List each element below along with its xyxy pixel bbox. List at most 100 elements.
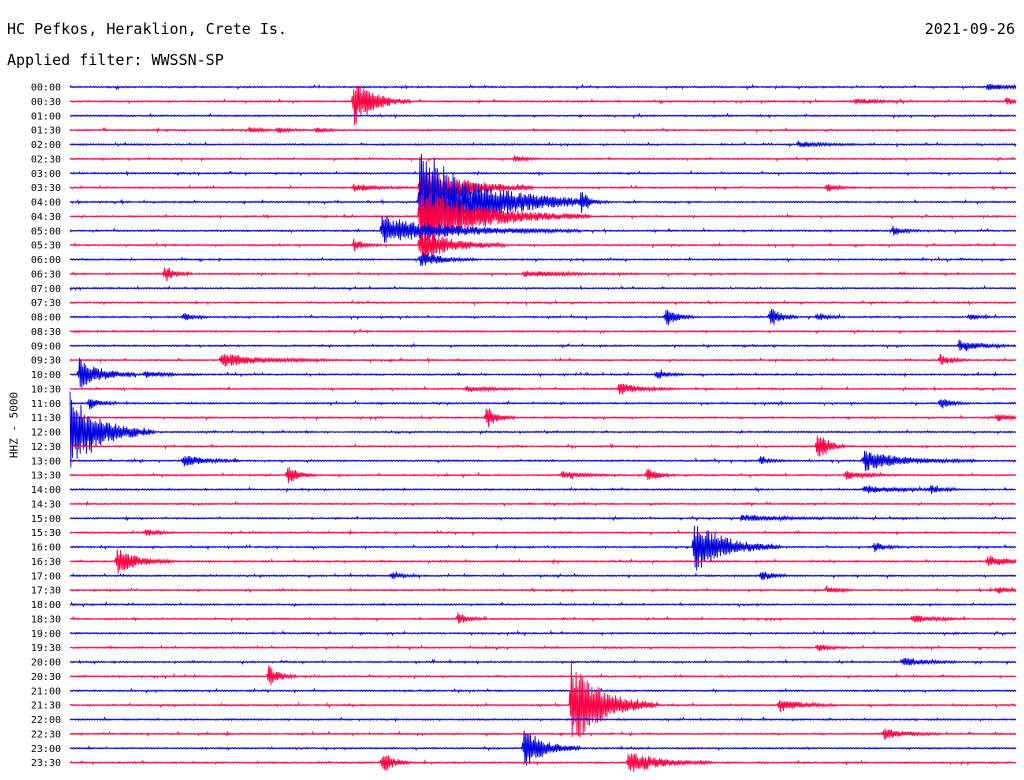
row-label-1630: 16:30	[31, 557, 61, 568]
trace-row-0930	[69, 354, 1017, 367]
trace-row-0230	[69, 155, 1017, 163]
row-label-2330: 23:30	[31, 758, 61, 769]
row-label-1400: 14:00	[31, 485, 61, 496]
trace-row-1500	[69, 514, 1017, 522]
row-label-0200: 02:00	[31, 140, 61, 151]
trace-row-2300	[69, 730, 1017, 766]
trace-row-0400	[69, 153, 1017, 249]
row-label-2000: 20:00	[31, 658, 61, 669]
trace-row-1130	[69, 408, 1017, 428]
traces-layer	[69, 83, 1017, 773]
date-label: 2021-09-26	[924, 20, 1015, 38]
row-label-0730: 07:30	[31, 298, 61, 309]
row-label-1230: 12:30	[31, 442, 61, 453]
trace-row-0330	[69, 167, 1017, 207]
row-label-1830: 18:30	[31, 614, 61, 625]
row-label-1800: 18:00	[31, 600, 61, 611]
trace-row-1830	[69, 612, 1017, 624]
row-label-0030: 00:30	[31, 97, 61, 108]
trace-row-0630	[69, 267, 1017, 282]
trace-row-2330	[69, 753, 1017, 773]
row-label-0600: 06:00	[31, 255, 61, 266]
row-label-2130: 21:30	[31, 701, 61, 712]
trace-row-0600	[69, 252, 1017, 267]
row-label-2100: 21:00	[31, 686, 61, 697]
row-label-0700: 07:00	[31, 284, 61, 295]
trace-row-1630	[69, 549, 1017, 574]
trace-row-0430	[69, 189, 1017, 241]
row-label-0100: 01:00	[31, 111, 61, 122]
trace-row-2130	[69, 660, 1017, 738]
row-label-2030: 20:30	[31, 672, 61, 683]
row-label-1900: 19:00	[31, 629, 61, 640]
row-label-1930: 19:30	[31, 643, 61, 654]
trace-row-2230	[69, 728, 1017, 740]
row-label-0330: 03:30	[31, 183, 61, 194]
trace-row-0800	[69, 308, 1017, 326]
trace-row-1900	[69, 629, 1017, 637]
trace-row-0300	[69, 170, 1017, 177]
trace-row-1300	[69, 450, 1017, 472]
row-labels-layer: 00:00 00:30 01:00 01:30 02:00 02:30 03:00 03:30…	[31, 83, 61, 770]
row-label-1030: 10:30	[31, 384, 61, 395]
row-label-1100: 11:00	[31, 399, 61, 410]
row-label-0000: 00:00	[31, 83, 61, 94]
trace-row-2000	[69, 657, 1017, 666]
trace-row-1930	[69, 644, 1017, 652]
trace-row-1700	[69, 571, 1017, 581]
row-label-0230: 02:30	[31, 154, 61, 165]
row-label-0300: 03:00	[31, 169, 61, 180]
row-label-0130: 01:30	[31, 126, 61, 137]
trace-row-0500	[69, 215, 1017, 243]
trace-row-1800	[69, 601, 1017, 608]
trace-row-1600	[69, 525, 1017, 571]
row-label-1730: 17:30	[31, 586, 61, 597]
trace-row-1000	[69, 357, 1017, 388]
row-label-0930: 09:30	[31, 356, 61, 367]
row-label-1500: 15:00	[31, 514, 61, 525]
row-label-0500: 05:00	[31, 226, 61, 237]
trace-row-1230	[69, 435, 1017, 457]
row-label-0430: 04:30	[31, 212, 61, 223]
trace-row-0000	[69, 83, 1017, 91]
trace-row-0900	[69, 339, 1017, 352]
trace-row-2100	[69, 687, 1017, 694]
row-label-1430: 14:30	[31, 499, 61, 510]
row-label-2230: 22:30	[31, 729, 61, 740]
trace-row-0100	[69, 112, 1017, 120]
row-label-1330: 13:30	[31, 471, 61, 482]
row-label-2300: 23:00	[31, 744, 61, 755]
trace-row-0130	[69, 126, 1017, 134]
trace-row-1330	[69, 467, 1017, 484]
trace-row-1030	[69, 383, 1017, 395]
trace-row-0200	[69, 140, 1017, 148]
row-label-1700: 17:00	[31, 571, 61, 582]
row-label-1300: 13:00	[31, 456, 61, 467]
trace-row-1430	[69, 500, 1017, 508]
trace-row-1100	[69, 399, 1017, 410]
row-label-1000: 10:00	[31, 370, 61, 381]
row-label-1200: 12:00	[31, 428, 61, 439]
trace-row-1200	[69, 391, 1017, 468]
row-label-0800: 08:00	[31, 313, 61, 324]
row-label-0630: 06:30	[31, 269, 61, 280]
trace-row-1400	[69, 485, 1017, 495]
trace-row-1530	[69, 529, 1017, 536]
row-label-0830: 08:30	[31, 327, 61, 338]
station-title: HC Pefkos, Heraklion, Crete Is.	[7, 20, 287, 38]
trace-row-2030	[69, 665, 1017, 686]
row-label-1530: 15:30	[31, 528, 61, 539]
trace-row-2200	[69, 716, 1017, 723]
trace-row-0830	[69, 328, 1017, 335]
trace-row-0700	[69, 284, 1017, 292]
row-label-1130: 11:30	[31, 413, 61, 424]
row-label-2200: 22:00	[31, 715, 61, 726]
trace-row-0030	[69, 85, 1017, 126]
filter-label: Applied filter: WWSSN-SP	[7, 51, 224, 69]
row-label-1600: 16:00	[31, 543, 61, 554]
trace-row-0730	[69, 299, 1017, 306]
trace-row-1730	[69, 585, 1017, 594]
row-label-0900: 09:00	[31, 341, 61, 352]
trace-row-0530	[69, 230, 1017, 261]
